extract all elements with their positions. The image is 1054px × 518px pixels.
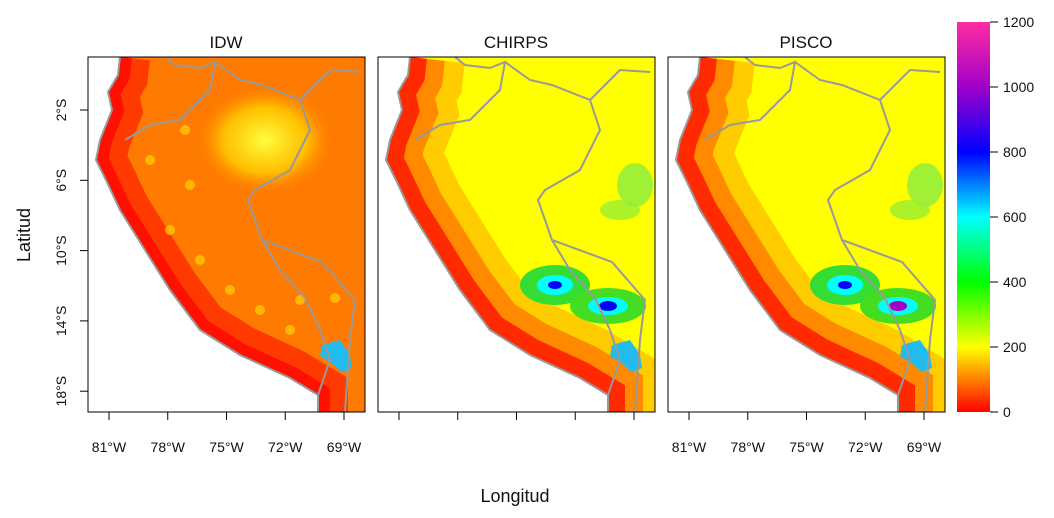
border-line — [414, 57, 507, 141]
panel-title: CHIRPS — [484, 33, 548, 52]
station-glow — [185, 180, 195, 190]
border-line — [214, 61, 357, 412]
wet-area — [599, 301, 617, 311]
lake-titicaca — [320, 340, 352, 372]
x-tick-label: 69°W — [907, 439, 942, 455]
y-tick-label: 18°S — [53, 376, 69, 407]
border-line — [589, 68, 651, 101]
border-line — [124, 57, 217, 141]
y-tick-label: 14°S — [53, 306, 69, 337]
station-glow — [165, 225, 175, 235]
colorbar — [957, 22, 990, 412]
station-glow — [285, 325, 295, 335]
border-line — [841, 239, 912, 396]
colorbar-tick-label: 0 — [1003, 404, 1011, 420]
station-glow — [145, 155, 155, 165]
colorbar-tick-label: 400 — [1003, 274, 1027, 290]
lake-titicaca — [900, 340, 932, 372]
x-tick-label: 78°W — [151, 439, 186, 455]
land-raster — [386, 57, 655, 412]
y-tick-label: 10°S — [53, 235, 69, 266]
border-line — [299, 68, 361, 101]
x-tick-label: 75°W — [789, 439, 824, 455]
land-raster — [676, 57, 945, 412]
colorbar-tick-label: 1000 — [1003, 79, 1034, 95]
x-tick-label: 81°W — [672, 439, 707, 455]
colorbar-tick-label: 200 — [1003, 339, 1027, 355]
panel-title: PISCO — [780, 33, 833, 52]
colorbar-tick-label: 800 — [1003, 144, 1027, 160]
station-glow — [225, 285, 235, 295]
x-tick-label: 69°W — [327, 439, 362, 455]
border-line — [879, 68, 941, 101]
map-panel: PISCO 81°W 78°W 75°W 72°W 69°W — [667, 33, 946, 455]
wet-area — [617, 163, 653, 207]
y-axis-label: Latitud — [14, 208, 34, 262]
coastline — [384, 56, 609, 412]
coastline — [94, 56, 319, 412]
station-glow — [295, 295, 305, 305]
station-glow — [195, 255, 205, 265]
x-tick-label: 78°W — [731, 439, 766, 455]
map-panel: CHIRPS — [377, 33, 656, 420]
panel-title: IDW — [209, 33, 242, 52]
border-line — [261, 239, 332, 396]
coastline — [674, 56, 899, 412]
wet-area — [907, 163, 943, 207]
x-tick-label: 72°W — [848, 439, 883, 455]
wet-area — [838, 281, 852, 289]
border-line — [504, 61, 647, 412]
map-panel: IDW 81°W 78°W 75°W 72°W 69°W — [87, 33, 366, 455]
x-tick-label: 81°W — [92, 439, 127, 455]
colorbar-tick-label: 600 — [1003, 209, 1027, 225]
wet-area — [889, 301, 907, 311]
x-tick-label: 72°W — [268, 439, 303, 455]
station-glow — [180, 125, 190, 135]
x-tick-label: 75°W — [209, 439, 244, 455]
land-raster — [96, 57, 365, 412]
glow — [195, 85, 335, 195]
x-axis-label: Longitud — [480, 486, 549, 506]
border-line — [704, 57, 797, 141]
colorbar-tick-label: 1200 — [1003, 14, 1034, 30]
y-tick-label: 6°S — [53, 169, 69, 192]
station-glow — [330, 293, 340, 303]
border-line — [551, 239, 622, 396]
station-glow — [255, 305, 265, 315]
wet-area — [600, 200, 640, 220]
border-line — [794, 61, 937, 412]
lake-titicaca — [610, 340, 642, 372]
wet-area — [548, 281, 562, 289]
y-tick-label: 2°S — [53, 99, 69, 122]
wet-area — [890, 200, 930, 220]
